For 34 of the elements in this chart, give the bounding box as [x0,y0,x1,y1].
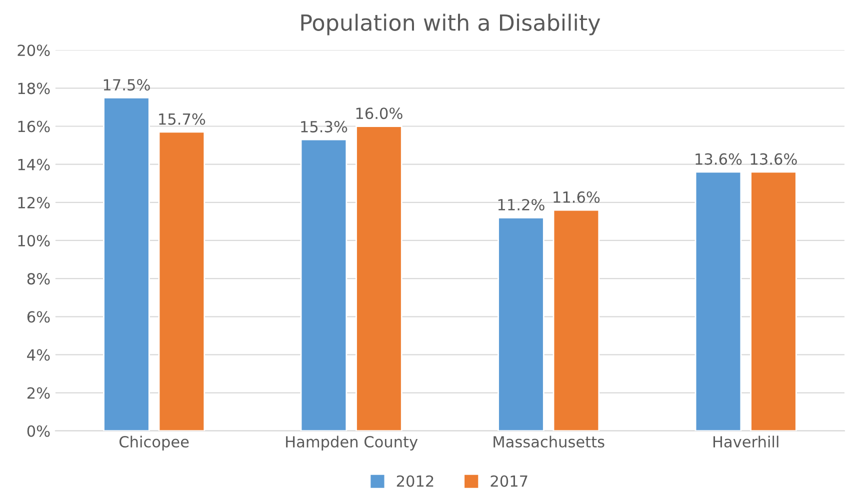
y-tick-label: 2% [27,387,50,399]
y-tick-label: 14% [18,158,50,170]
x-tick-label: Haverhill [713,436,778,448]
y-tick-label: 18% [18,82,50,94]
x-tick-label: Chicopee [120,436,189,451]
bar [300,138,348,431]
bar [750,171,797,431]
bar [694,171,742,431]
data-label: 11.2% [498,198,544,211]
y-tick-label: 12% [18,196,50,208]
chart-title: Population with a Disability [301,14,600,36]
x-tick-label: Massachusetts [494,436,604,448]
x-tick-label: Hampden County [286,436,418,451]
data-label: 15.7% [159,113,206,125]
bar [498,216,544,431]
y-tick-label: 6% [27,311,50,323]
data-label: 11.6% [554,191,600,203]
y-tick-label: 4% [27,349,50,361]
data-label: 15.3% [301,120,348,132]
data-label: 17.5% [104,79,150,91]
y-tick-label: 8% [27,273,50,285]
bar [158,131,206,431]
y-tick-label: 0% [27,425,50,437]
data-label: 13.6% [696,153,742,165]
bar [103,97,150,431]
y-tick-label: 16% [18,120,50,132]
bar [356,126,402,431]
bar [552,209,600,431]
legend-label: 2012 [396,475,434,487]
legend-label: 2017 [490,475,528,487]
data-label: 13.6% [750,153,797,165]
y-tick-label: 20% [18,44,50,56]
data-label: 16.0% [356,108,402,120]
y-tick-label: 10% [18,234,50,246]
